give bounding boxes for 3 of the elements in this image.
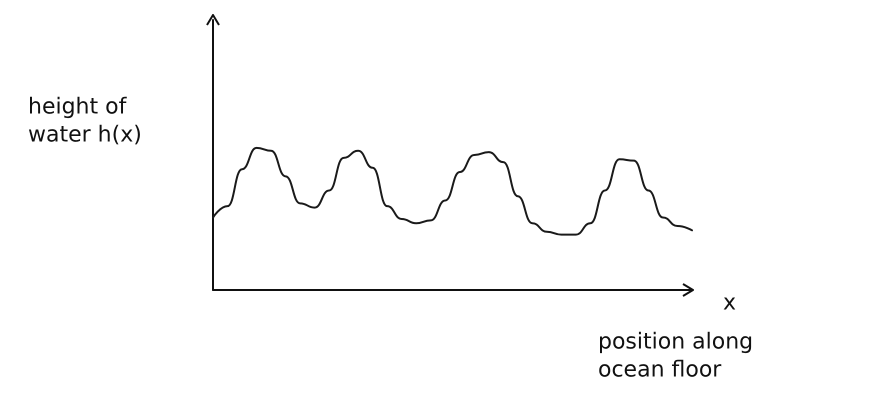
x-axis-title: position along ocean floor	[598, 330, 760, 382]
y-axis-title: height of water h(x)	[28, 94, 142, 148]
text: x	[723, 290, 736, 316]
